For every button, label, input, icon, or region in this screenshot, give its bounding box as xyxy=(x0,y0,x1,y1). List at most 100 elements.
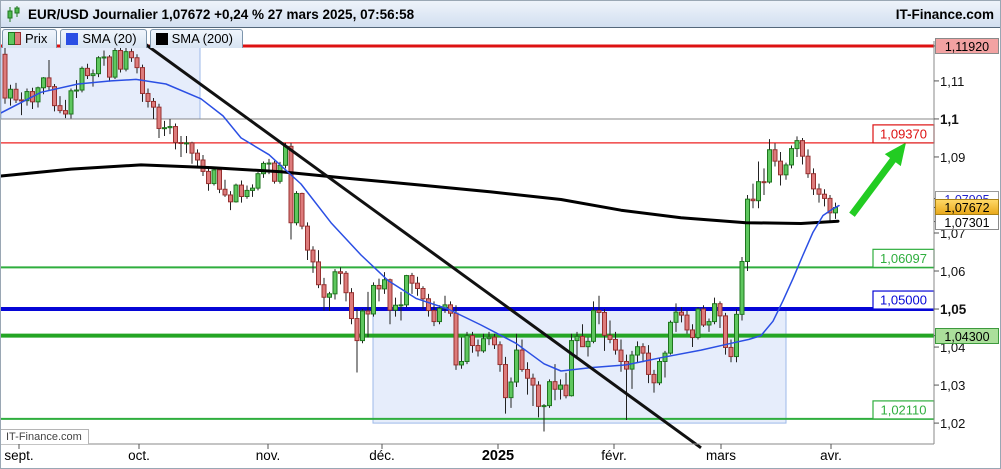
candle[interactable] xyxy=(19,99,24,102)
candle[interactable] xyxy=(761,181,767,184)
candle[interactable] xyxy=(525,368,530,379)
candle[interactable] xyxy=(739,261,745,315)
candle[interactable] xyxy=(816,188,822,195)
candle[interactable] xyxy=(222,188,228,196)
candle[interactable] xyxy=(167,126,173,129)
candle[interactable] xyxy=(591,310,596,342)
candle[interactable] xyxy=(228,194,233,203)
candle[interactable] xyxy=(607,334,613,340)
candle[interactable] xyxy=(420,288,426,300)
candle[interactable] xyxy=(173,126,178,144)
candle[interactable] xyxy=(750,198,756,202)
candle[interactable] xyxy=(794,140,800,150)
candle[interactable] xyxy=(200,159,206,172)
x-axis-month-label[interactable]: 2025 xyxy=(481,448,515,464)
candle[interactable] xyxy=(580,335,585,348)
candle[interactable] xyxy=(387,279,393,311)
candle[interactable] xyxy=(79,67,85,91)
candle[interactable] xyxy=(184,142,189,145)
candle[interactable] xyxy=(651,373,657,384)
candle[interactable] xyxy=(283,145,288,166)
candle[interactable] xyxy=(756,181,761,202)
candle[interactable] xyxy=(613,338,618,351)
candle[interactable] xyxy=(481,338,486,352)
candle[interactable] xyxy=(195,152,200,161)
candle[interactable] xyxy=(783,164,789,176)
candle[interactable] xyxy=(453,312,459,366)
candle[interactable] xyxy=(486,336,492,340)
candle[interactable] xyxy=(332,271,338,295)
candle[interactable] xyxy=(101,56,107,59)
candle[interactable] xyxy=(288,145,294,224)
y-axis-price-box-1_07672[interactable]: 1,07672 xyxy=(935,199,999,216)
candle[interactable] xyxy=(822,193,827,199)
y-axis-price-box-1_04300[interactable]: 1,04300 xyxy=(935,327,999,344)
candle[interactable] xyxy=(85,67,90,77)
candle[interactable] xyxy=(129,51,134,59)
candle[interactable] xyxy=(178,142,184,145)
candle[interactable] xyxy=(470,335,475,347)
candle[interactable] xyxy=(343,272,349,294)
candle[interactable] xyxy=(206,170,211,185)
candle[interactable] xyxy=(96,57,101,75)
candle[interactable] xyxy=(294,192,299,224)
candle[interactable] xyxy=(393,304,398,311)
candle[interactable] xyxy=(811,173,816,190)
candle[interactable] xyxy=(684,314,690,331)
x-axis-month-label[interactable]: avr. xyxy=(820,448,842,463)
candle[interactable] xyxy=(382,279,387,290)
x-axis-month-label[interactable]: févr. xyxy=(601,448,627,463)
brand-logo[interactable]: IT-Finance.com xyxy=(895,6,994,22)
candle[interactable] xyxy=(712,303,717,323)
candle[interactable] xyxy=(321,284,327,298)
candle[interactable] xyxy=(8,88,13,99)
candle[interactable] xyxy=(134,57,140,69)
candle[interactable] xyxy=(266,162,272,165)
candle[interactable] xyxy=(46,77,52,88)
candle[interactable] xyxy=(618,349,624,362)
candle[interactable] xyxy=(239,184,244,197)
candle[interactable] xyxy=(250,187,255,191)
candle[interactable] xyxy=(41,77,46,89)
candle[interactable] xyxy=(695,308,701,339)
candle[interactable] xyxy=(398,304,404,307)
candle[interactable] xyxy=(409,275,415,284)
candle[interactable] xyxy=(52,86,57,107)
candle[interactable] xyxy=(327,293,332,298)
candle[interactable] xyxy=(706,321,712,326)
tab-sma200[interactable]: SMA (200) xyxy=(149,29,243,48)
candle[interactable] xyxy=(585,340,591,348)
candle[interactable] xyxy=(244,189,250,197)
candle[interactable] xyxy=(629,354,635,370)
candle[interactable] xyxy=(508,381,514,399)
trendline[interactable] xyxy=(140,39,702,450)
candle[interactable] xyxy=(503,364,508,399)
candle[interactable] xyxy=(569,340,574,397)
x-axis-month-label[interactable]: mars xyxy=(706,448,736,463)
candle[interactable] xyxy=(536,384,541,407)
candle[interactable] xyxy=(558,384,563,390)
candle[interactable] xyxy=(112,50,118,78)
candle[interactable] xyxy=(552,381,558,390)
arrow-shaft[interactable] xyxy=(849,150,902,217)
candle[interactable] xyxy=(596,310,602,313)
candle[interactable] xyxy=(156,106,162,129)
candle[interactable] xyxy=(68,90,74,115)
candle[interactable] xyxy=(563,384,569,397)
candle[interactable] xyxy=(360,310,365,342)
candle[interactable] xyxy=(668,321,673,354)
candle[interactable] xyxy=(673,311,679,323)
candle[interactable] xyxy=(415,282,420,290)
candle[interactable] xyxy=(657,360,662,384)
candle[interactable] xyxy=(459,360,464,366)
candle[interactable] xyxy=(211,169,217,185)
plot-area[interactable] xyxy=(1,44,934,432)
candle[interactable] xyxy=(767,149,772,183)
candle[interactable] xyxy=(574,335,580,342)
candle[interactable] xyxy=(2,53,8,99)
candle[interactable] xyxy=(426,298,431,312)
candle[interactable] xyxy=(734,313,739,358)
candle[interactable] xyxy=(261,162,266,175)
candle[interactable] xyxy=(354,318,360,342)
